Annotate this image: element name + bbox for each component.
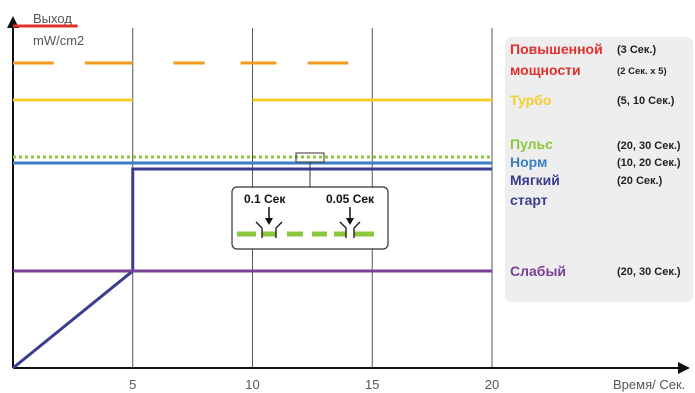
y-axis-label-line2: mW/cm2: [33, 33, 84, 48]
x-tick-label-15: 15: [365, 377, 379, 392]
inset-bracket-right-b: [353, 221, 361, 238]
inset-bracket-right-a: [339, 221, 347, 238]
x-tick-labels: 5 10 15 20: [129, 377, 499, 392]
x-axis-label: Время/ Сек.: [613, 377, 685, 392]
legend-turbo-duration: (5, 10 Сек.): [617, 95, 675, 107]
legend-softstart-line1: Мягкий: [510, 172, 560, 188]
legend-turbo: Турбо: [510, 92, 552, 108]
legend-pulse: Пульс: [510, 136, 553, 152]
legend-softstart-duration: (20 Сек.): [617, 175, 663, 187]
x-tick-label-5: 5: [129, 377, 136, 392]
inset-arrow-left-head: [265, 218, 273, 225]
legend-panel: [505, 37, 693, 302]
series-softstart-line: [12, 167, 492, 370]
inset-label-right: 0.05 Сек: [326, 192, 375, 206]
legend-weak: Слабый: [510, 263, 566, 279]
inset-bracket-left-a: [255, 221, 263, 238]
x-axis-arrow: [678, 362, 690, 374]
legend-pulse-duration: (20, 30 Сек.): [617, 140, 681, 152]
series-lines: [12, 24, 492, 370]
pulse-detail-inset: 0.1 Сек 0.05 Сек: [231, 152, 389, 250]
legend-norm: Норм: [510, 154, 548, 170]
legend-weak-duration: (20, 30 Сек.): [617, 266, 681, 278]
x-tick-label-10: 10: [245, 377, 259, 392]
inset-arrow-right-head: [346, 218, 354, 225]
legend-boost-line1: Повышенной: [510, 41, 603, 57]
inset-bracket-left-b: [275, 221, 283, 238]
legend-softstart-line2: старт: [510, 192, 548, 208]
legend-boost-line2: мощности: [510, 62, 581, 78]
legend-boost-duration1: (3 Сек.): [617, 44, 657, 56]
y-axis-label-line1: Выход: [33, 11, 72, 26]
inset-label-left: 0.1 Сек: [244, 192, 286, 206]
x-tick-label-20: 20: [485, 377, 499, 392]
legend-norm-duration: (10, 20 Сек.): [617, 157, 681, 169]
legend-boost-duration2: (2 Сек. x 5): [617, 66, 667, 77]
